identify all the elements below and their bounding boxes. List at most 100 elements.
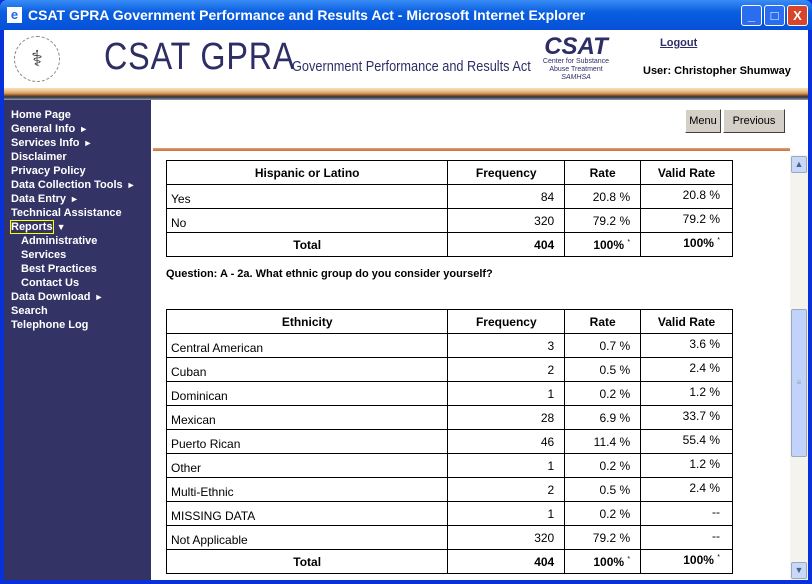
sidebar-item-label: Disclaimer <box>11 151 67 163</box>
table-cell: Cuban <box>165 357 449 382</box>
table-cell: 28 <box>447 405 566 430</box>
table-header-row: Ethnicity Frequency Rate Valid Rate <box>165 309 733 334</box>
table-cell: 55.4 % <box>640 429 733 454</box>
table-cell: 6.9 % <box>564 405 642 430</box>
total-row: Total 404 100% * 100% * <box>165 549 733 574</box>
table-cell: 46 <box>447 429 566 454</box>
sidebar-item-home-page[interactable]: Home Page <box>11 108 151 122</box>
total-label: Total <box>165 232 449 257</box>
sidebar-item-general-info[interactable]: General Info ► <box>11 122 151 136</box>
sidebar-item-label: Services <box>21 249 67 261</box>
table-cell: 320 <box>447 208 566 233</box>
table-row: Mexican 28 6.9 % 33.7 % <box>165 405 733 430</box>
table-cell: 3 <box>447 333 566 358</box>
total-frequency: 404 <box>447 232 566 257</box>
table-cell: 2 <box>447 477 566 502</box>
window-title: CSAT GPRA Government Performance and Res… <box>28 7 586 23</box>
table-cell: Dominican <box>165 381 449 406</box>
scroll-down-button[interactable]: ▼ <box>791 562 807 579</box>
sidebar-item-best-practices[interactable]: Best Practices <box>11 262 151 276</box>
total-rate: 100% <box>683 236 714 250</box>
total-label: Total <box>165 549 449 574</box>
arrow-right-icon: ► <box>126 180 136 190</box>
arrow-right-icon: ► <box>70 194 79 204</box>
sidebar-item-label: Search <box>11 305 48 317</box>
csat-logo-line: Abuse Treatment <box>549 66 603 73</box>
scroll-up-button[interactable]: ▲ <box>791 156 807 173</box>
sidebar-item-data-collection-tools[interactable]: Data Collection Tools ► <box>11 178 151 192</box>
sidebar-item-technical-assistance[interactable]: Technical Assistance <box>11 206 151 220</box>
logout-link[interactable]: Logout <box>660 37 698 49</box>
table-cell: 79.2 % <box>564 208 642 233</box>
table-cell: 1 <box>447 453 566 478</box>
sidebar-item-services-info[interactable]: Services Info ► <box>11 136 151 150</box>
sidebar-item-label: General Info <box>11 123 76 135</box>
sidebar-item-privacy-policy[interactable]: Privacy Policy <box>11 164 151 178</box>
footnote-mark: * <box>627 238 631 246</box>
ethnicity-table: Ethnicity Frequency Rate Valid Rate Central … <box>165 309 733 574</box>
divider <box>153 148 790 151</box>
table-header-row: Hispanic or Latino Frequency Rate Valid Rat… <box>165 160 733 185</box>
sidebar-item-search[interactable]: Search <box>11 304 151 318</box>
scroll-thumb[interactable]: ≡ <box>791 309 807 457</box>
sidebar-item-telephone-log[interactable]: Telephone Log <box>11 318 151 332</box>
hhs-seal-logo: ⚕ <box>14 36 60 82</box>
sidebar-item-label: Services Info <box>11 137 80 149</box>
footnote-mark: * <box>627 555 631 563</box>
arrow-right-icon: ► <box>94 292 104 302</box>
arrow-right-icon: ► <box>79 124 89 134</box>
sidebar-item-label: Telephone Log <box>11 319 89 331</box>
column-header: Frequency <box>447 160 566 185</box>
sidebar-item-data-entry[interactable]: Data Entry ► <box>11 192 151 206</box>
table-cell: 1.2 % <box>640 381 733 406</box>
table-row: Multi-Ethnic 2 0.5 % 2.4 % <box>165 477 733 502</box>
minimize-button[interactable]: _ <box>741 5 762 26</box>
maximize-button[interactable]: □ <box>764 5 785 26</box>
sidebar-item-label: Technical Assistance <box>11 207 122 219</box>
hispanic-table: Hispanic or Latino Frequency Rate Valid Rat… <box>165 160 733 257</box>
total-rate-cell: 100% * <box>640 549 733 574</box>
csat-logo-name: CSAT <box>544 33 608 60</box>
table-row: MISSING DATA 1 0.2 % -- <box>165 501 733 526</box>
sidebar-item-reports[interactable]: Reports ▼ <box>10 220 151 234</box>
table-cell: 84 <box>447 184 566 209</box>
sidebar-item-data-download[interactable]: Data Download ► <box>11 290 151 304</box>
sidebar-item-label: Contact Us <box>21 277 80 289</box>
column-header: Valid Rate <box>640 160 733 185</box>
table-cell: Other <box>165 453 449 478</box>
user-label: User: Christopher Shumway <box>643 65 791 77</box>
table-cell: Mexican <box>165 405 449 430</box>
sidebar-item-disclaimer[interactable]: Disclaimer <box>11 150 151 164</box>
menu-button[interactable]: Menu <box>685 109 721 133</box>
column-header: Frequency <box>447 309 566 334</box>
sidebar-item-label: Data Entry <box>11 193 67 205</box>
table-cell: 2 <box>447 357 566 382</box>
brand-title: CSAT GPRA <box>104 36 296 78</box>
table-cell: 0.2 % <box>564 453 642 478</box>
table-cell: 0.7 % <box>564 333 642 358</box>
sidebar-item-administrative[interactable]: Administrative <box>11 234 151 248</box>
table-cell: 2.4 % <box>640 357 733 382</box>
total-rate: 100% <box>593 554 625 569</box>
sidebar-item-label: Administrative <box>21 235 98 247</box>
arrow-down-icon: ▼ <box>56 222 66 232</box>
table-cell: -- <box>640 525 733 550</box>
table-cell: 0.2 % <box>564 501 642 526</box>
csat-logo-line: SAMHSA <box>561 74 591 81</box>
table-cell: 320 <box>447 525 566 550</box>
vertical-scrollbar[interactable]: ▲ ≡ ▼ <box>790 155 808 580</box>
column-header: Valid Rate <box>640 309 733 334</box>
sidebar-item-label: Home Page <box>11 109 71 121</box>
sidebar-item-label: Best Practices <box>21 263 97 275</box>
sidebar-item-services[interactable]: Services <box>11 248 151 262</box>
arrow-right-icon: ► <box>83 138 93 148</box>
total-rate: 100% <box>593 237 625 252</box>
table-cell: 0.5 % <box>564 357 642 382</box>
sidebar-item-contact-us[interactable]: Contact Us <box>11 276 151 290</box>
column-header: Rate <box>564 160 642 185</box>
sidebar-item-label: Data Collection Tools <box>11 179 123 191</box>
table-cell: No <box>165 208 449 233</box>
close-button[interactable]: X <box>787 5 808 26</box>
previous-button[interactable]: Previous <box>723 109 785 133</box>
table-cell: 0.2 % <box>564 381 642 406</box>
